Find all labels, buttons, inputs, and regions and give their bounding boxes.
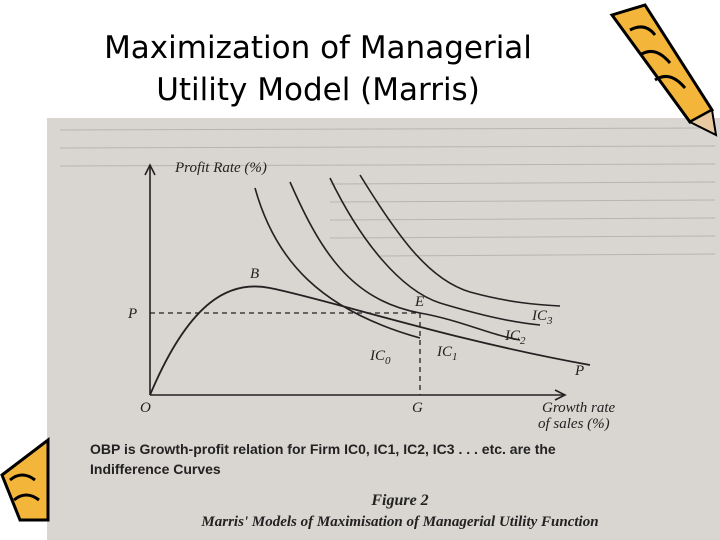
curve-label: IC1 xyxy=(436,344,458,363)
y-axis-label: Profit Rate (%) xyxy=(174,160,267,176)
point-label: E xyxy=(414,294,424,310)
curve-label-subscript: 2 xyxy=(520,335,526,347)
point-label: G xyxy=(412,400,423,416)
curve-label-base: IC xyxy=(504,328,521,344)
caption-line: OBP is Growth-profit relation for Firm I… xyxy=(90,441,556,457)
growth-profit-curve xyxy=(149,285,591,396)
title-line: Maximization of Managerial xyxy=(104,30,532,66)
curve-label-base: IC xyxy=(436,344,453,360)
curve-label-base: IC xyxy=(369,348,386,364)
point-label: P xyxy=(574,363,584,379)
curve-label: IC0 xyxy=(369,348,391,367)
curve-label-subscript: 1 xyxy=(452,351,458,363)
scan-background xyxy=(47,118,720,540)
indifference-curves xyxy=(254,174,561,341)
figure-number: Figure 2 xyxy=(370,492,428,509)
curve-label: IC2 xyxy=(504,328,526,347)
curve-label-subscript: 3 xyxy=(546,315,553,327)
pencil-decoration xyxy=(0,436,50,522)
point-label: O xyxy=(140,400,151,416)
x-axis-label: of sales (%) xyxy=(538,416,610,432)
x-axis-label: Growth rate xyxy=(542,400,616,416)
curve-label: IC3 xyxy=(531,308,553,327)
curve-label-subscript: 0 xyxy=(385,355,391,367)
figure-title: Marris' Models of Maximisation of Manage… xyxy=(200,514,598,530)
point-label: P xyxy=(127,306,137,322)
caption-line: Indifference Curves xyxy=(90,461,221,477)
point-label: B xyxy=(250,266,259,282)
curve-label-base: IC xyxy=(531,308,548,324)
axes xyxy=(144,163,567,401)
pencil-decoration xyxy=(609,3,718,137)
faded-text-lines xyxy=(59,127,716,257)
title-line: Utility Model (Marris) xyxy=(156,72,480,108)
